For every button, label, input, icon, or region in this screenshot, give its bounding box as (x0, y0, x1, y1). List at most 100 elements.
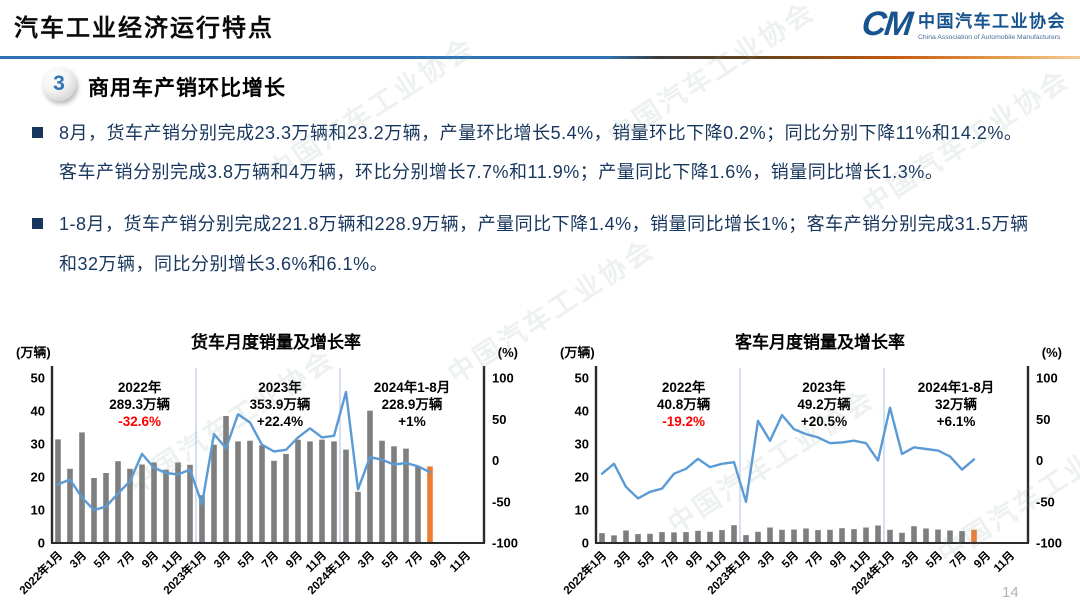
left-axis-tick: 30 (31, 437, 45, 452)
caam-logo: CM 中国汽车工业协会 China Association of Automob… (860, 5, 1066, 43)
sales-bar (779, 529, 785, 543)
annotation-volume: 49.2万辆 (797, 396, 851, 412)
x-axis-tick: 9月 (827, 549, 849, 571)
x-axis-tick: 7月 (115, 549, 137, 571)
sales-bar (103, 473, 109, 543)
bar-series (55, 410, 433, 544)
right-axis-tick: 0 (1036, 453, 1043, 468)
sales-bar (211, 444, 217, 543)
sales-bar (283, 453, 289, 543)
sales-bar (647, 533, 653, 543)
annotation-year: 2022年 (662, 379, 706, 395)
sales-bar (115, 461, 121, 543)
sales-bar (223, 416, 229, 543)
sales-bar (755, 531, 761, 543)
sales-bar (839, 528, 845, 543)
right-axis-unit-label: (%) (1042, 345, 1062, 360)
right-axis-tick: -50 (492, 494, 511, 509)
left-axis-tick: 0 (582, 536, 589, 551)
sales-bar (271, 460, 277, 543)
growth-rate-line (600, 406, 976, 504)
sales-bar (695, 530, 701, 543)
annotation-year: 2023年 (258, 379, 302, 395)
bullet-1-text: 8月，货车产销分别完成23.3万辆和23.2万辆，产量环比增长5.4%，销量环比… (59, 123, 1023, 183)
sales-bar (935, 529, 941, 543)
x-axis-tick: 5月 (779, 549, 801, 571)
sales-bar (911, 526, 917, 543)
sales-bar (139, 464, 145, 543)
left-axis-tick: 10 (575, 503, 589, 518)
x-axis-tick: 7月 (259, 549, 281, 571)
sales-bar (391, 446, 397, 543)
annotation-year: 2022年 (118, 379, 162, 395)
sales-bar (959, 531, 965, 543)
growth-rate-line (56, 390, 432, 512)
sales-bar (151, 462, 157, 543)
annotation-year: 2023年 (802, 379, 846, 395)
logo-subtitle: China Association of Automobile Manufact… (918, 34, 1061, 41)
sales-bar (635, 534, 641, 543)
left-axis-tick: 20 (31, 470, 45, 485)
x-axis-tick: 2022年1月 (560, 548, 609, 597)
x-axis-tick: 2022年1月 (16, 548, 65, 597)
sales-bar (611, 535, 617, 543)
left-axis-tick: 0 (38, 536, 45, 551)
sales-bar (743, 535, 749, 543)
x-axis-tick: 9月 (283, 549, 305, 571)
sales-bar (863, 527, 869, 543)
right-axis-tick: 50 (492, 412, 506, 427)
annotation-growth: -19.2% (662, 414, 705, 429)
left-axis-tick: 20 (575, 470, 589, 485)
x-axis-tick: 3月 (611, 549, 633, 571)
sales-bar (199, 495, 205, 543)
annotation-growth: +6.1% (937, 414, 976, 429)
x-axis-tick: 9月 (427, 549, 449, 571)
logo-name: 中国汽车工业协会 (918, 12, 1066, 31)
left-axis-tick: 30 (575, 437, 589, 452)
annotation-growth: -32.6% (118, 414, 161, 429)
sales-bar (719, 530, 725, 543)
left-axis-tick: 40 (575, 404, 589, 419)
left-axis-tick: 50 (575, 371, 589, 386)
bullet-list: 8月，货车产销分别完成23.3万辆和23.2万辆，产量环比增长5.4%，销量环比… (32, 114, 1040, 297)
sales-bar (623, 530, 629, 543)
bus-monthly-sales-svg: 客车月度销量及增长率 (万辆) (%) 0 10 20 30 40 50 -100 -50 0 50 10… (560, 332, 1062, 597)
sales-bar (307, 441, 313, 543)
annotation-volume: 228.9万辆 (382, 396, 443, 412)
truck-sales-chart: 货车月度销量及增长率 (万辆) (%) 0 10 20 30 40 50 -100 -50 0 50 10… (8, 330, 524, 604)
truck-monthly-sales-svg: 货车月度销量及增长率 (万辆) (%) 0 10 20 30 40 50 -100 -50 0 50 10… (16, 332, 518, 597)
left-axis-unit-label: (万辆) (560, 345, 595, 360)
sales-bar (899, 532, 905, 543)
sales-bar (235, 441, 241, 543)
sales-bar (803, 528, 809, 543)
x-axis-tick: 3月 (899, 549, 921, 571)
left-axis-tick: 10 (31, 503, 45, 518)
bullet-item-2: 1-8月，货车产销分别完成221.8万辆和228.9万辆，产量同比下降1.4%，… (32, 205, 1040, 283)
sales-bar (415, 466, 421, 543)
annotation-volume: 353.9万辆 (250, 396, 311, 412)
left-axis-unit-label: (万辆) (16, 345, 51, 360)
x-axis-tick: 7月 (403, 549, 425, 571)
x-axis-tick: 9月 (683, 549, 705, 571)
x-axis-tick: 5月 (235, 549, 257, 571)
x-axis-tick: 5月 (923, 549, 945, 571)
sales-bar (163, 469, 169, 543)
right-axis-tick: 100 (492, 371, 514, 386)
sales-bar (923, 528, 929, 543)
sales-bar (403, 448, 409, 543)
sales-bar (427, 466, 433, 543)
sales-bar (659, 532, 665, 543)
annotation-growth: +20.5% (801, 414, 847, 429)
sales-bar (379, 440, 385, 543)
section-number-badge: 3 (42, 67, 76, 101)
sales-bar (683, 532, 689, 543)
annotation-year: 2024年1-8月 (918, 379, 995, 395)
bullet-2-text: 1-8月，货车产销分别完成221.8万辆和228.9万辆，产量同比下降1.4%，… (59, 214, 1029, 274)
sales-bar (815, 530, 821, 543)
annotation-growth: +1% (398, 414, 425, 429)
right-axis-tick: 50 (1036, 412, 1050, 427)
x-axis-tick: 11月 (991, 549, 1017, 575)
x-axis-tick: 9月 (139, 549, 161, 571)
sales-bar (343, 449, 349, 543)
